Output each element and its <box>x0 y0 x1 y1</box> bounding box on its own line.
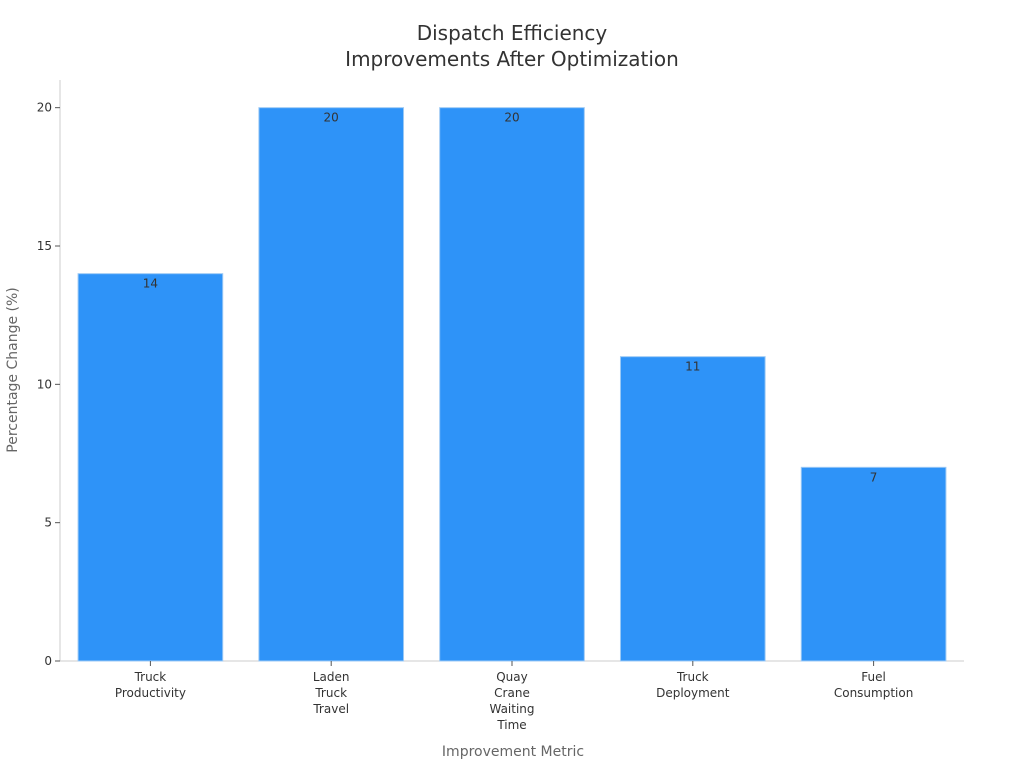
y-axis-title: Percentage Change (%) <box>5 287 21 452</box>
bar <box>800 466 947 662</box>
x-tick-label-line: Waiting <box>489 702 534 716</box>
chart-title-line-2: Improvements After Optimization <box>345 47 679 71</box>
chart-bars: 14 20 20 11 7 <box>77 107 947 662</box>
chart-title-line-1: Dispatch Efficiency <box>417 21 608 45</box>
x-tick-label-line: Quay <box>496 670 528 684</box>
chart-title: Dispatch Efficiency Improvements After O… <box>345 21 679 71</box>
bar-value-label: 20 <box>504 111 519 125</box>
x-tick-label-line: Crane <box>494 686 530 700</box>
x-tick-label: Laden Truck Travel <box>312 670 349 716</box>
bar-value-label: 7 <box>870 470 878 484</box>
x-tick-label-line: Fuel <box>861 670 886 684</box>
y-tick-label: 0 <box>44 654 52 668</box>
x-tick-label: Truck Deployment <box>656 670 730 700</box>
x-tick-label-line: Travel <box>312 702 349 716</box>
y-tick-label: 10 <box>37 377 52 391</box>
x-tick-label-line: Laden <box>313 670 350 684</box>
x-tick-label-line: Truck <box>314 686 347 700</box>
x-tick-label-line: Productivity <box>115 686 186 700</box>
bar-value-label: 14 <box>143 277 158 291</box>
bar-value-label: 20 <box>324 111 339 125</box>
x-tick-label-line: Consumption <box>834 686 913 700</box>
x-tick-label: Truck Productivity <box>115 670 186 700</box>
x-axis-title: Improvement Metric <box>442 744 584 760</box>
bar-value-label: 11 <box>685 360 700 374</box>
chart-ticks: 0 5 10 15 20 Truck Productivity Laden Truck Trave… <box>37 101 914 732</box>
y-tick-label: 15 <box>37 239 52 253</box>
bar <box>619 356 766 662</box>
bar <box>258 107 405 662</box>
x-tick-label-line: Time <box>496 718 526 732</box>
bar <box>439 107 585 662</box>
y-tick-label: 5 <box>44 516 52 530</box>
x-tick-label: Quay Crane Waiting Time <box>489 670 534 732</box>
y-tick-label: 20 <box>37 101 52 115</box>
x-tick-label: Fuel Consumption <box>834 670 913 700</box>
x-tick-label-line: Truck <box>676 670 709 684</box>
bar <box>77 273 224 662</box>
x-tick-label-line: Deployment <box>656 686 730 700</box>
x-tick-label-line: Truck <box>134 670 167 684</box>
